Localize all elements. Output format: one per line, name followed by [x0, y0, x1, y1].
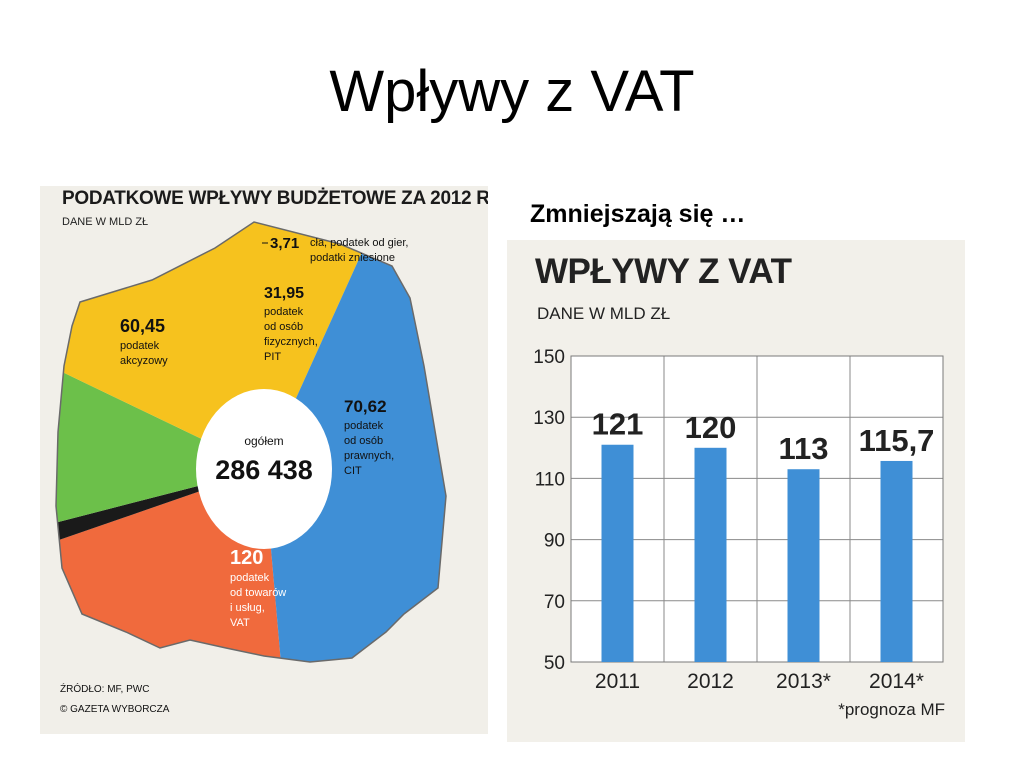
pie-label-value-cit: 70,62: [344, 397, 387, 416]
pie-slice-pit: [56, 330, 264, 549]
pie-label-text-vat: od towarów: [230, 587, 286, 599]
pie-label-text-vat: VAT: [230, 617, 250, 629]
bar-2013: [787, 469, 820, 662]
bar-value-label: 113: [778, 431, 828, 466]
bar-ytick-label: 150: [533, 347, 565, 368]
bar-xtick-label: 2012: [687, 670, 734, 693]
pie-slice-other: [56, 469, 264, 574]
pie-label-text-cit: CIT: [344, 465, 362, 477]
bar-ytick-label: 70: [544, 592, 565, 613]
pie-label-text-pit: od osób: [264, 321, 303, 333]
pie-center-label: ogółem: [244, 434, 283, 448]
pie-label-text-other: cła, podatek od gier,: [310, 237, 408, 249]
pie-label-text-cit: prawnych,: [344, 450, 394, 462]
bar-2011: [601, 444, 634, 662]
pie-label-text-vat: podatek: [230, 572, 270, 584]
pie-chart-svg: ogółem 286 438 60,45 podatek akcyzowy 3,71 cła…: [55, 221, 447, 663]
bar-plot-frame: [570, 355, 944, 663]
pie-label-text-pit: fizycznych,: [264, 336, 318, 348]
pie-map-outline: [55, 221, 447, 663]
bar-2012: [694, 447, 727, 662]
pie-label-text-pit: podatek: [264, 306, 304, 318]
bar-ytick-label: 90: [544, 531, 565, 552]
pie-label-text-cit: podatek: [344, 420, 384, 432]
pie-center-value: 286 438: [215, 455, 313, 485]
slide-subtitle: Zmniejszają się …: [530, 200, 746, 228]
pie-chart-clipping: PODATKOWE WPŁYWY BUDŻETOWE ZA 2012 R. DA…: [40, 186, 488, 734]
bar-value-label: 120: [685, 410, 737, 445]
bar-ytick-label: 110: [535, 469, 565, 490]
bar-xtick-label: 2011: [595, 670, 640, 693]
bar-xtick-label: 2013*: [776, 670, 831, 693]
pie-slice-excise: [56, 469, 292, 662]
bar-ytick-label: 130: [533, 408, 565, 429]
pie-chart-source: ŹRÓDŁO: MF, PWC: [60, 684, 150, 695]
pie-label-value-other: 3,71: [270, 235, 299, 252]
pie-chart-unit: DANE W MLD ZŁ: [62, 216, 149, 228]
pie-chart-copyright: © GAZETA WYBORCZA: [60, 704, 170, 715]
bar-chart-unit: DANE W MLD ZŁ: [537, 304, 671, 323]
pie-label-value-pit: 31,95: [264, 285, 304, 302]
pie-label-text-other: podatki zniesione: [310, 252, 395, 264]
bar-ytick-label: 50: [544, 653, 565, 674]
bar-chart-svg: 150 130 110 90 70 50 121 2011 120 2012 113 2013* 115…: [533, 347, 944, 693]
pie-center-disc: [196, 389, 332, 549]
bar-2014: [880, 460, 913, 662]
pie-label-text-cit: od osób: [344, 435, 383, 447]
bar-value-label: 121: [592, 407, 644, 442]
pie-slice-vat: [264, 222, 446, 662]
pie-label-text-vat: i usług,: [230, 602, 265, 614]
bar-chart-title: WPŁYWY Z VAT: [535, 252, 792, 291]
pie-label-text-excise: podatek: [120, 340, 160, 352]
pie-chart-title: PODATKOWE WPŁYWY BUDŻETOWE ZA 2012 R.: [62, 188, 488, 209]
pie-label-text-excise: akcyzowy: [120, 355, 168, 367]
slide-title: Wpływy z VAT: [329, 59, 695, 124]
bar-chart-note: *prognoza MF: [838, 700, 945, 719]
pie-label-value-vat: 120: [230, 547, 263, 569]
bar-chart-clipping: WPŁYWY Z VAT DANE W MLD ZŁ 150 130 110 90 70…: [507, 240, 965, 742]
bar-xtick-label: 2014*: [869, 670, 924, 693]
pie-label-value-excise: 60,45: [120, 316, 165, 336]
pie-label-text-pit: PIT: [264, 351, 281, 363]
bar-value-label: 115,7: [859, 423, 935, 458]
